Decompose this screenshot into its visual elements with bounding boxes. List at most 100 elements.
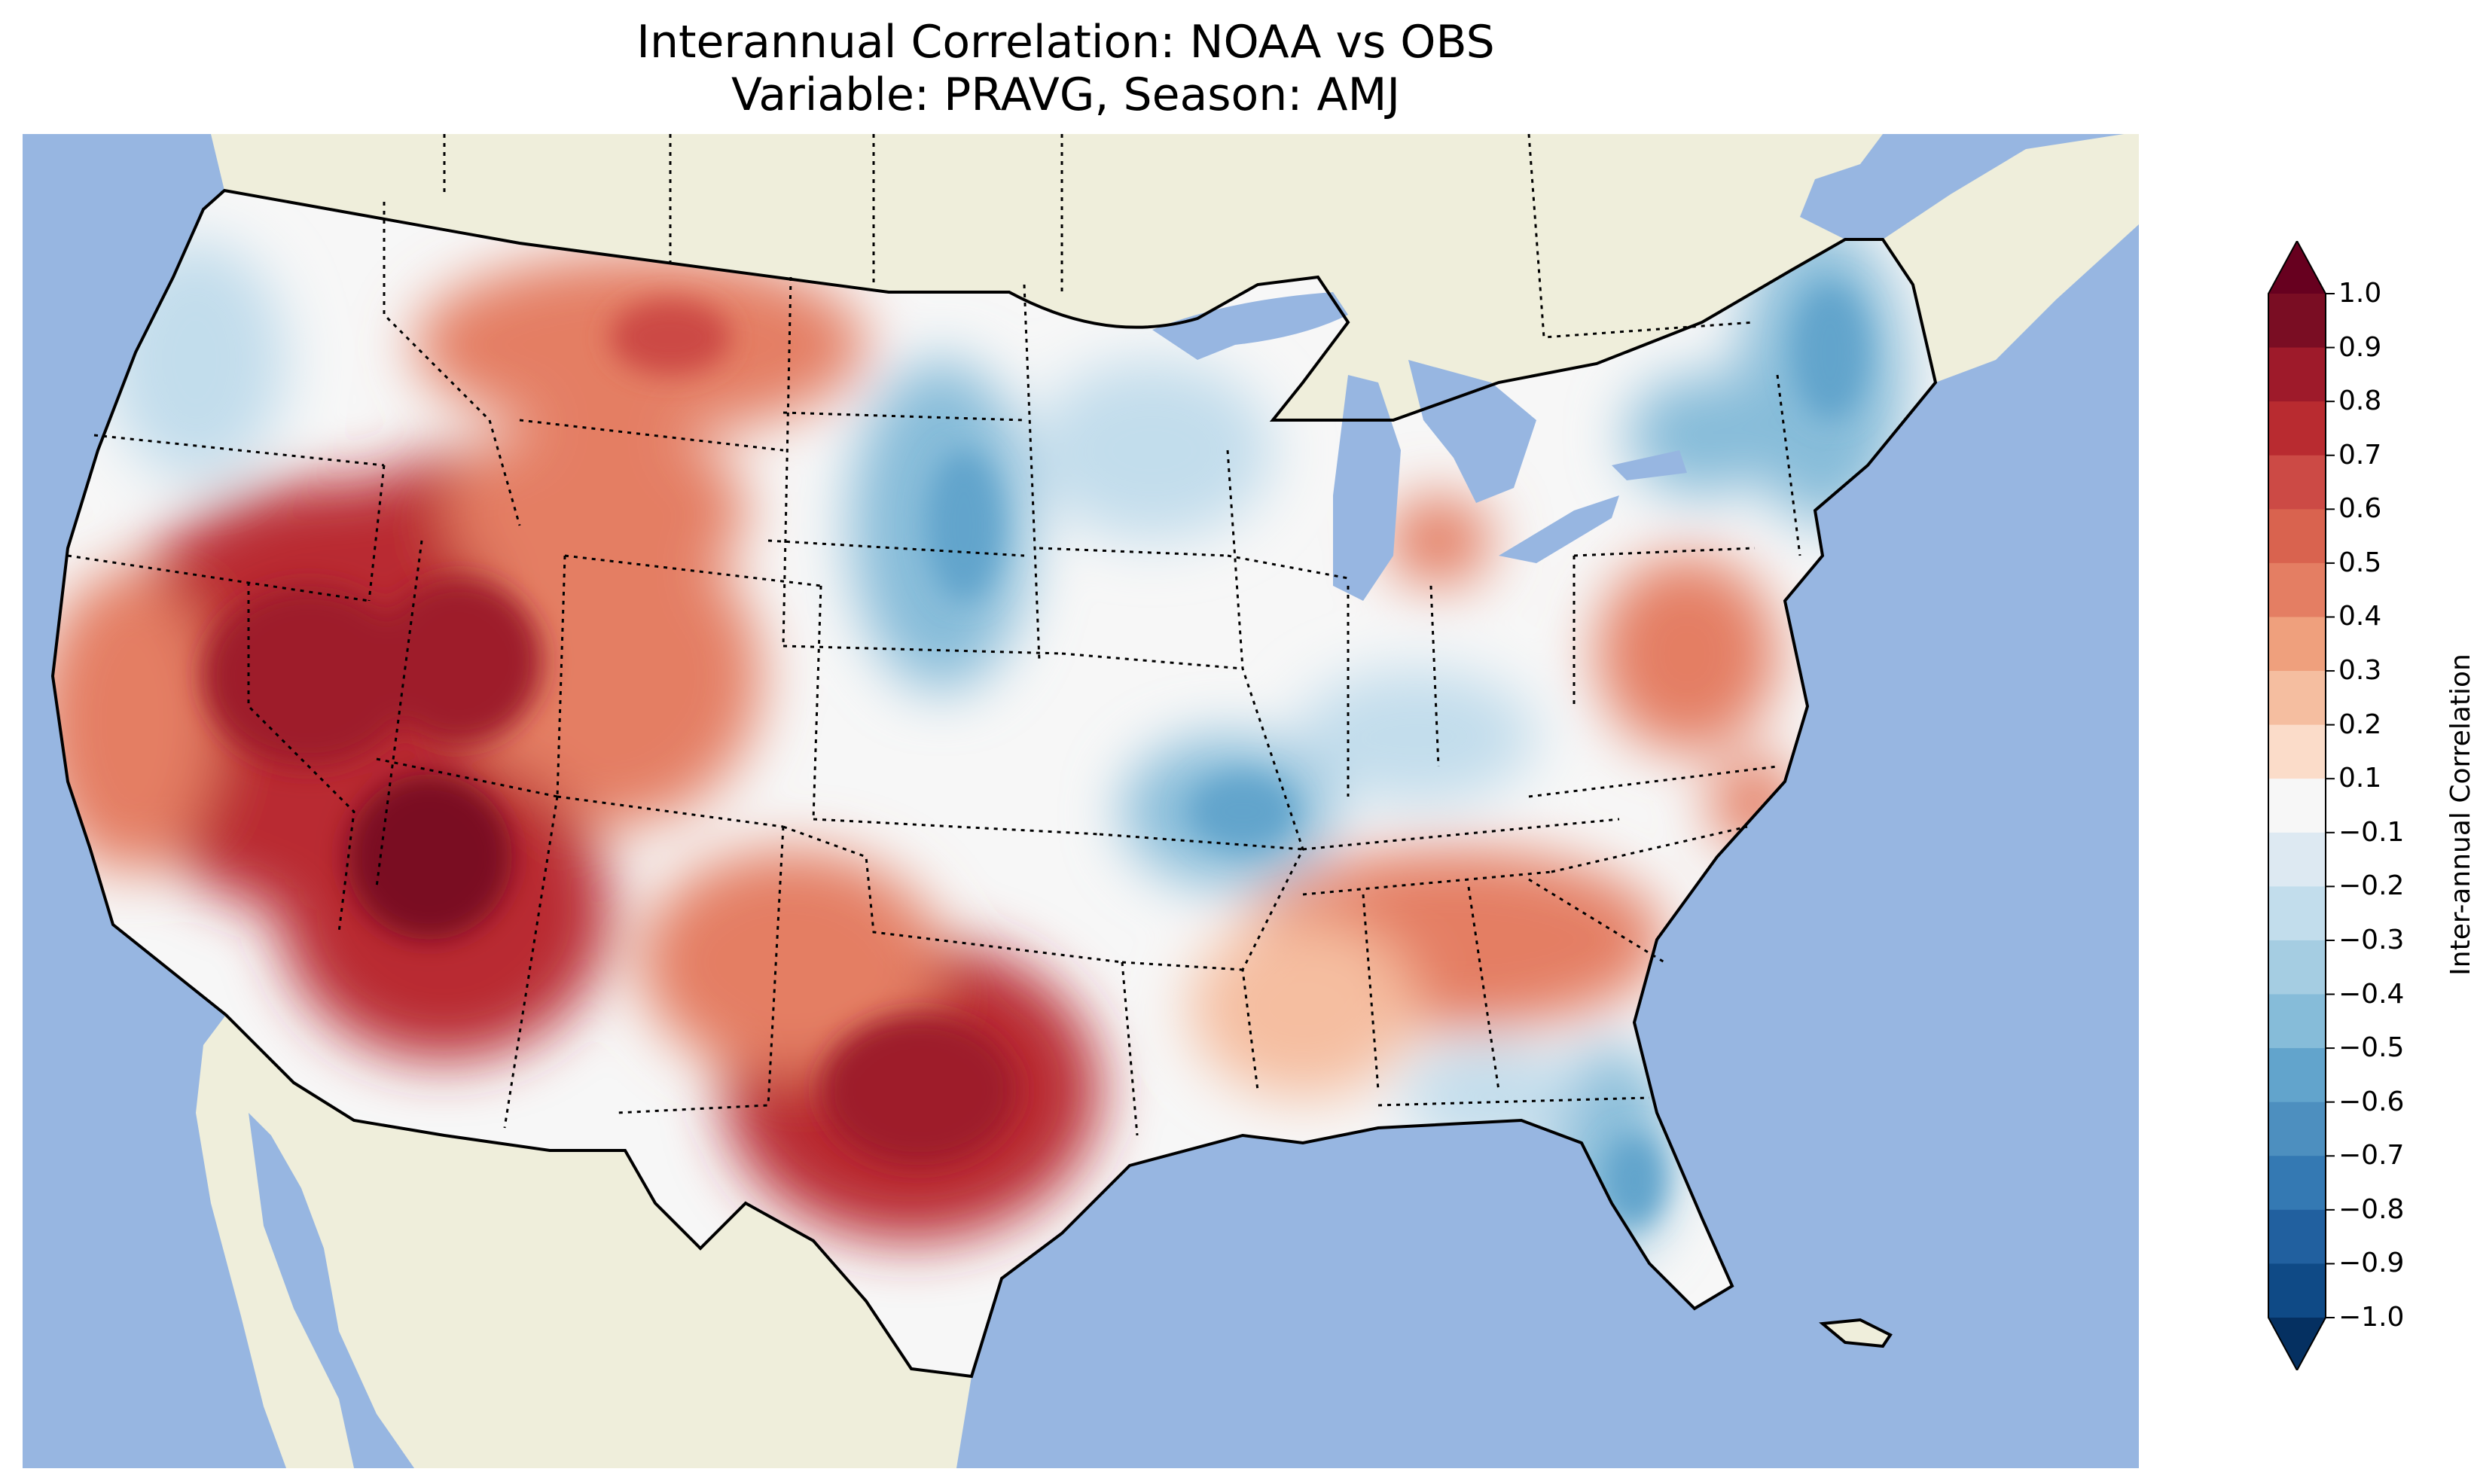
border-al-ga [1467,886,1500,1091]
colorbar [2268,241,2335,1370]
colorbar-bin [2268,779,2326,833]
border-mt-dakotas [782,276,792,647]
colorbar-bin [2268,455,2326,510]
field-core-texas [821,1015,1017,1166]
colorbar-extend-max [2268,241,2326,294]
colorbar-bin [2268,562,2326,617]
colorbar-tick-label: 0.4 [2338,601,2382,632]
border-va-nc [1528,765,1778,798]
colorbar-tick-label: −0.5 [2338,1032,2405,1064]
colorbar-bin [2268,1209,2326,1264]
border-mn-ia [1039,547,1228,557]
field-patch-wyoming [444,420,746,601]
border-ks-ne [782,644,1063,655]
field-core-montana [610,300,731,375]
colorbar-tick-label: −0.8 [2338,1193,2405,1225]
border-ut-co [556,555,566,797]
lake-superior [1152,292,1348,360]
border-co-east [812,585,822,820]
border-wa-or [93,434,385,467]
colorbar-tick-label: 0.2 [2338,708,2382,740]
colorbar-tick-label: 0.5 [2338,547,2382,578]
colorbar-bin [2268,1156,2326,1211]
colorbar-label: Inter-annual Correlation [2445,654,2474,976]
field-patch-colorado [459,526,761,827]
colorbar-tick-label: 0.9 [2338,331,2382,363]
mexico-land [196,1015,972,1468]
chart-title-line-1: Interannual Correlation: NOAA vs OBS [636,16,1495,69]
border-az-nm [503,796,559,1129]
colorbar-tick-label: 0.1 [2338,763,2382,794]
colorbar-tick-label: 1.0 [2338,278,2382,309]
border-fl-north [1377,1096,1650,1107]
border-in-oh [1429,585,1440,767]
border-ne-sd [767,539,1025,557]
colorbar-bin [2268,1048,2326,1103]
field-patch-upper-midwest [1032,360,1273,541]
border-ar-la [1121,961,1243,971]
colorbar-bin [2268,940,2326,995]
border-tx-la [1121,961,1139,1136]
field-core-new-england [1792,285,1868,420]
colorbar-tick-label: −0.4 [2338,978,2405,1010]
border-sd-nd [782,411,1025,422]
chart-title-line-2: Variable: PRAVG, Season: AMJ [731,69,1401,121]
colorbar-tick-label: −0.3 [2338,924,2405,955]
field-patch-michigan [1386,495,1491,586]
border-pa-ny [1573,547,1756,557]
colorbar-extend-min [2268,1318,2326,1370]
great-lakes [1152,292,1687,601]
border-wi-il [1227,554,1349,580]
border-ia-mo [1061,652,1243,670]
border-nm-tx [617,826,785,1114]
field-core-nevada [203,586,414,766]
border-canada-us [218,134,1756,339]
border-nc-sc [1551,825,1748,873]
colorbar-bin [2268,832,2326,887]
field-patch-mid-south [1190,917,1416,1098]
colorbar-tick-label: 0.8 [2338,385,2382,417]
colorbar-bin [2268,671,2326,726]
field-patch-south-plains [640,849,941,1075]
lake-ontario [1612,450,1687,480]
field-core-arizona [346,774,512,940]
border-co-nm [557,795,784,828]
colorbar-tick-label: −0.9 [2338,1248,2405,1279]
colorbar-bin [2268,401,2326,456]
colorbar-bin [2268,509,2326,564]
cuba-island [1819,1318,1893,1348]
field-patch-mid-atlantic [1597,556,1777,751]
colorbar-bin [2268,724,2326,779]
colorbar-tick-label: −0.1 [2338,816,2405,848]
colorbar-bin [2268,294,2326,349]
border-ok-ks [813,818,1100,836]
field-core-missouri [1190,774,1295,849]
border-nv-ut [375,540,423,888]
colorbar-tick-label: −0.7 [2338,1140,2405,1172]
colorbar-tick-label: −0.6 [2338,1086,2405,1117]
colorbar-tick-label: 0.6 [2338,493,2382,525]
field-core-dakotas [926,450,1002,601]
correlation-map [23,134,2139,1468]
border-tn-ms-al [1302,870,1552,896]
border-mo-ar [1099,833,1304,851]
canada-maritimes-land [1883,134,2139,382]
colorbar-tick-label: 0.3 [2338,655,2382,687]
colorbar-bin [2268,1102,2326,1156]
colorbar-bin [2268,347,2326,402]
colorbar-tick-label: 0.7 [2338,439,2382,471]
colorbar-tick-label: −1.0 [2338,1302,2405,1333]
colorbar-bin [2268,994,2326,1049]
lake-huron [1408,360,1536,503]
state-borders [67,134,1801,1136]
border-wy-co [564,554,822,587]
lake-erie [1499,495,1619,563]
border-ky-tn [1302,818,1620,851]
border-ms-al [1362,894,1380,1091]
lake-michigan [1333,375,1401,601]
field-core-florida [1604,1135,1664,1226]
field-patch-california [53,571,218,872]
canada-land [211,134,1883,420]
colorbar-bin [2268,886,2326,941]
border-ny-new-england [1776,374,1801,556]
